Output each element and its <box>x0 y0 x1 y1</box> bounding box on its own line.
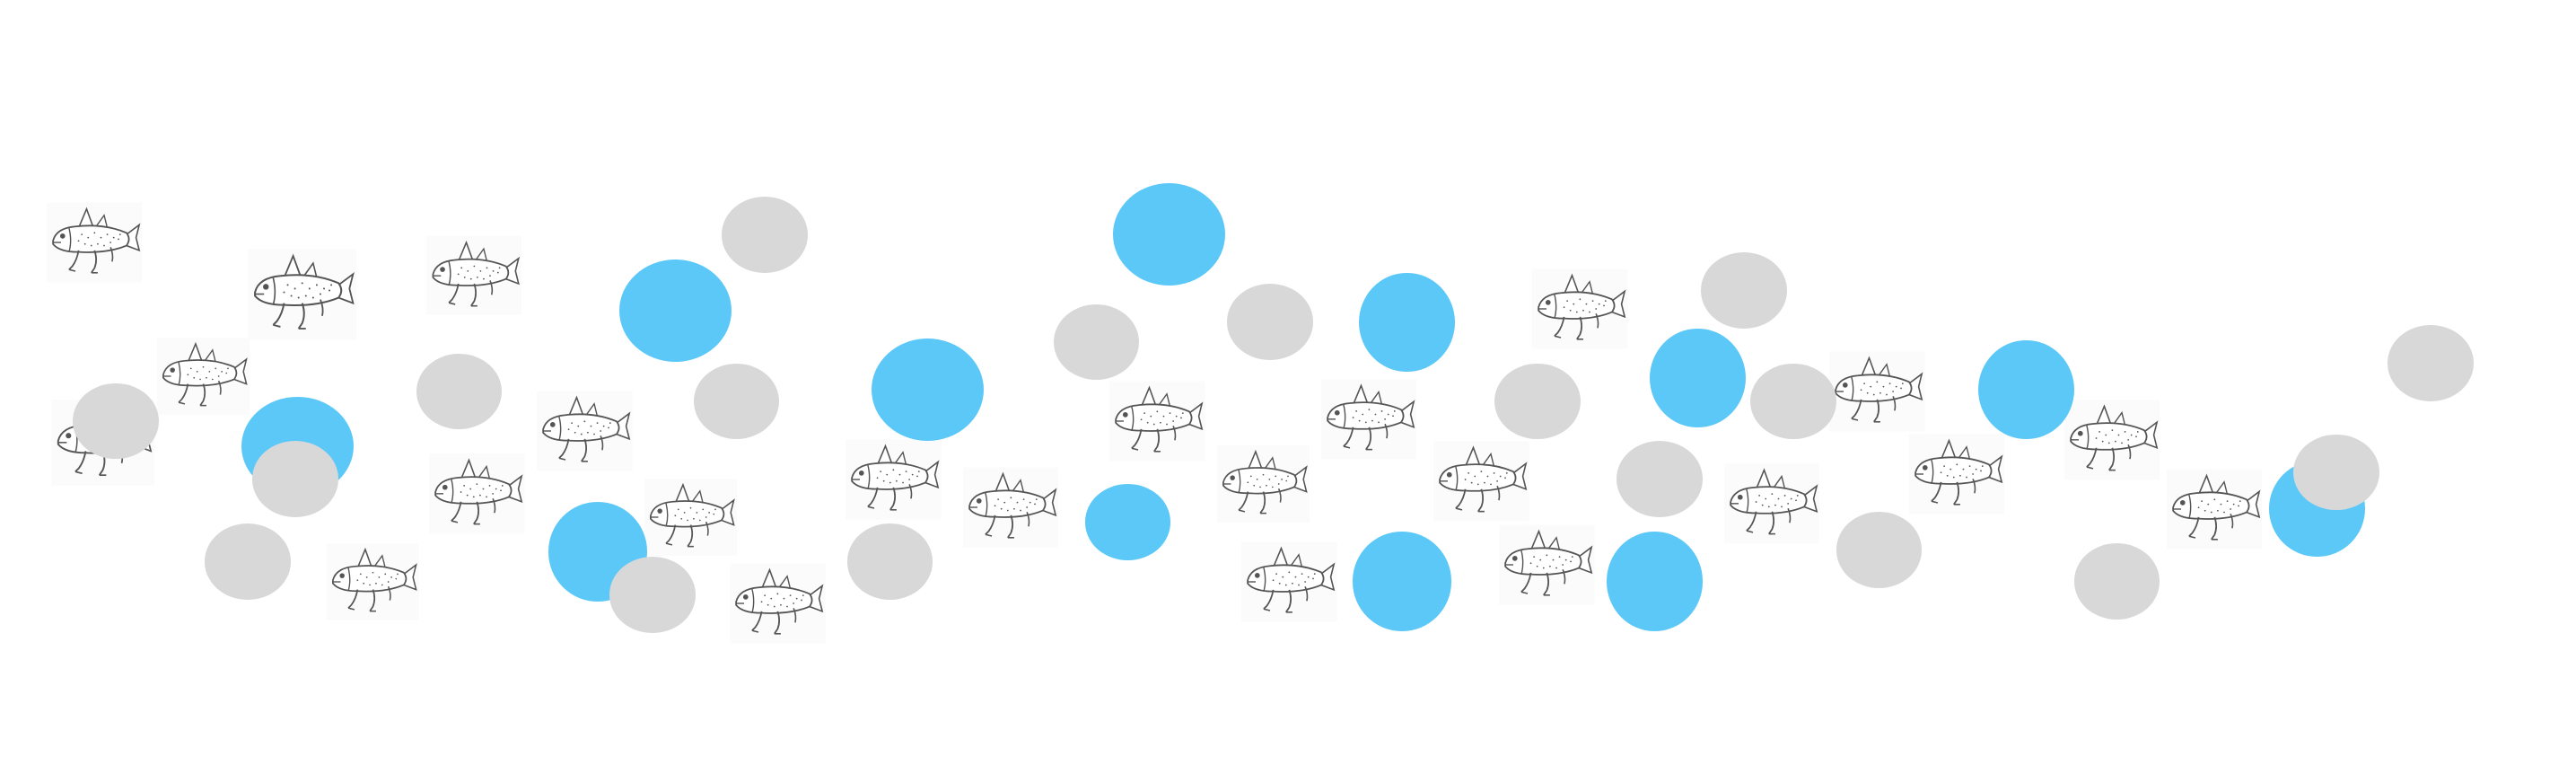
gray-circle-distractor <box>721 196 808 273</box>
coelacanth-fish-icon[interactable] <box>962 466 1059 549</box>
coelacanth-fish-icon[interactable] <box>1532 268 1628 350</box>
coelacanth-fish-icon[interactable] <box>1723 461 1820 547</box>
coelacanth-fish-icon[interactable] <box>2166 468 2263 550</box>
blue-circle-target[interactable] <box>1112 183 1226 286</box>
coelacanth-fish-icon[interactable] <box>845 438 942 521</box>
gray-circle-distractor <box>205 523 291 600</box>
coelacanth-fish-icon[interactable] <box>536 390 633 472</box>
coelacanth-fish-icon[interactable] <box>1829 350 1926 433</box>
blue-circle-target[interactable] <box>872 339 985 442</box>
gray-circle-distractor <box>1700 252 1787 330</box>
gray-circle-distractor <box>693 363 780 440</box>
blue-circle-target[interactable] <box>1978 339 2074 440</box>
coelacanth-fish-icon[interactable] <box>426 236 522 316</box>
gray-circle-distractor <box>72 383 159 460</box>
coelacanth-fish-icon[interactable] <box>1499 523 1596 606</box>
coelacanth-fish-icon[interactable] <box>327 541 420 623</box>
gray-circle-distractor <box>2293 434 2380 511</box>
gray-circle-distractor <box>846 523 933 600</box>
coelacanth-fish-icon[interactable] <box>429 451 526 537</box>
blue-circle-target[interactable] <box>1649 329 1746 428</box>
gray-circle-distractor <box>1053 303 1140 381</box>
coelacanth-fish-icon[interactable] <box>1216 443 1310 525</box>
coelacanth-fish-icon[interactable] <box>247 248 357 340</box>
coelacanth-fish-icon[interactable] <box>1908 433 2005 515</box>
gray-circle-distractor <box>609 556 696 633</box>
gray-circle-distractor <box>2388 325 2474 402</box>
coelacanth-fish-icon[interactable] <box>2063 397 2160 483</box>
gray-circle-distractor <box>1226 284 1313 361</box>
gray-circle-distractor <box>1617 441 1703 517</box>
blue-circle-target[interactable] <box>1607 532 1703 631</box>
coelacanth-fish-icon[interactable] <box>1433 438 1529 524</box>
gray-circle-distractor <box>2073 543 2160 620</box>
blue-circle-target[interactable] <box>1359 272 1455 372</box>
gray-circle-distractor <box>1836 512 1923 588</box>
coelacanth-fish-icon[interactable] <box>1320 376 1417 462</box>
coelacanth-fish-icon[interactable] <box>730 562 826 645</box>
coelacanth-fish-icon[interactable] <box>1109 380 1205 462</box>
coelacanth-fish-icon[interactable] <box>46 201 143 284</box>
coelacanth-fish-icon[interactable] <box>1241 541 1338 623</box>
gray-circle-distractor <box>252 441 339 517</box>
gray-circle-distractor <box>416 353 503 430</box>
blue-circle-target[interactable] <box>1352 532 1452 631</box>
gray-circle-distractor <box>1750 363 1836 440</box>
coelacanth-fish-icon[interactable] <box>156 335 250 418</box>
blue-circle-target[interactable] <box>1084 484 1171 560</box>
gray-circle-distractor <box>1494 363 1581 440</box>
coelacanth-fish-icon[interactable] <box>644 476 737 559</box>
blue-circle-target[interactable] <box>618 259 732 362</box>
